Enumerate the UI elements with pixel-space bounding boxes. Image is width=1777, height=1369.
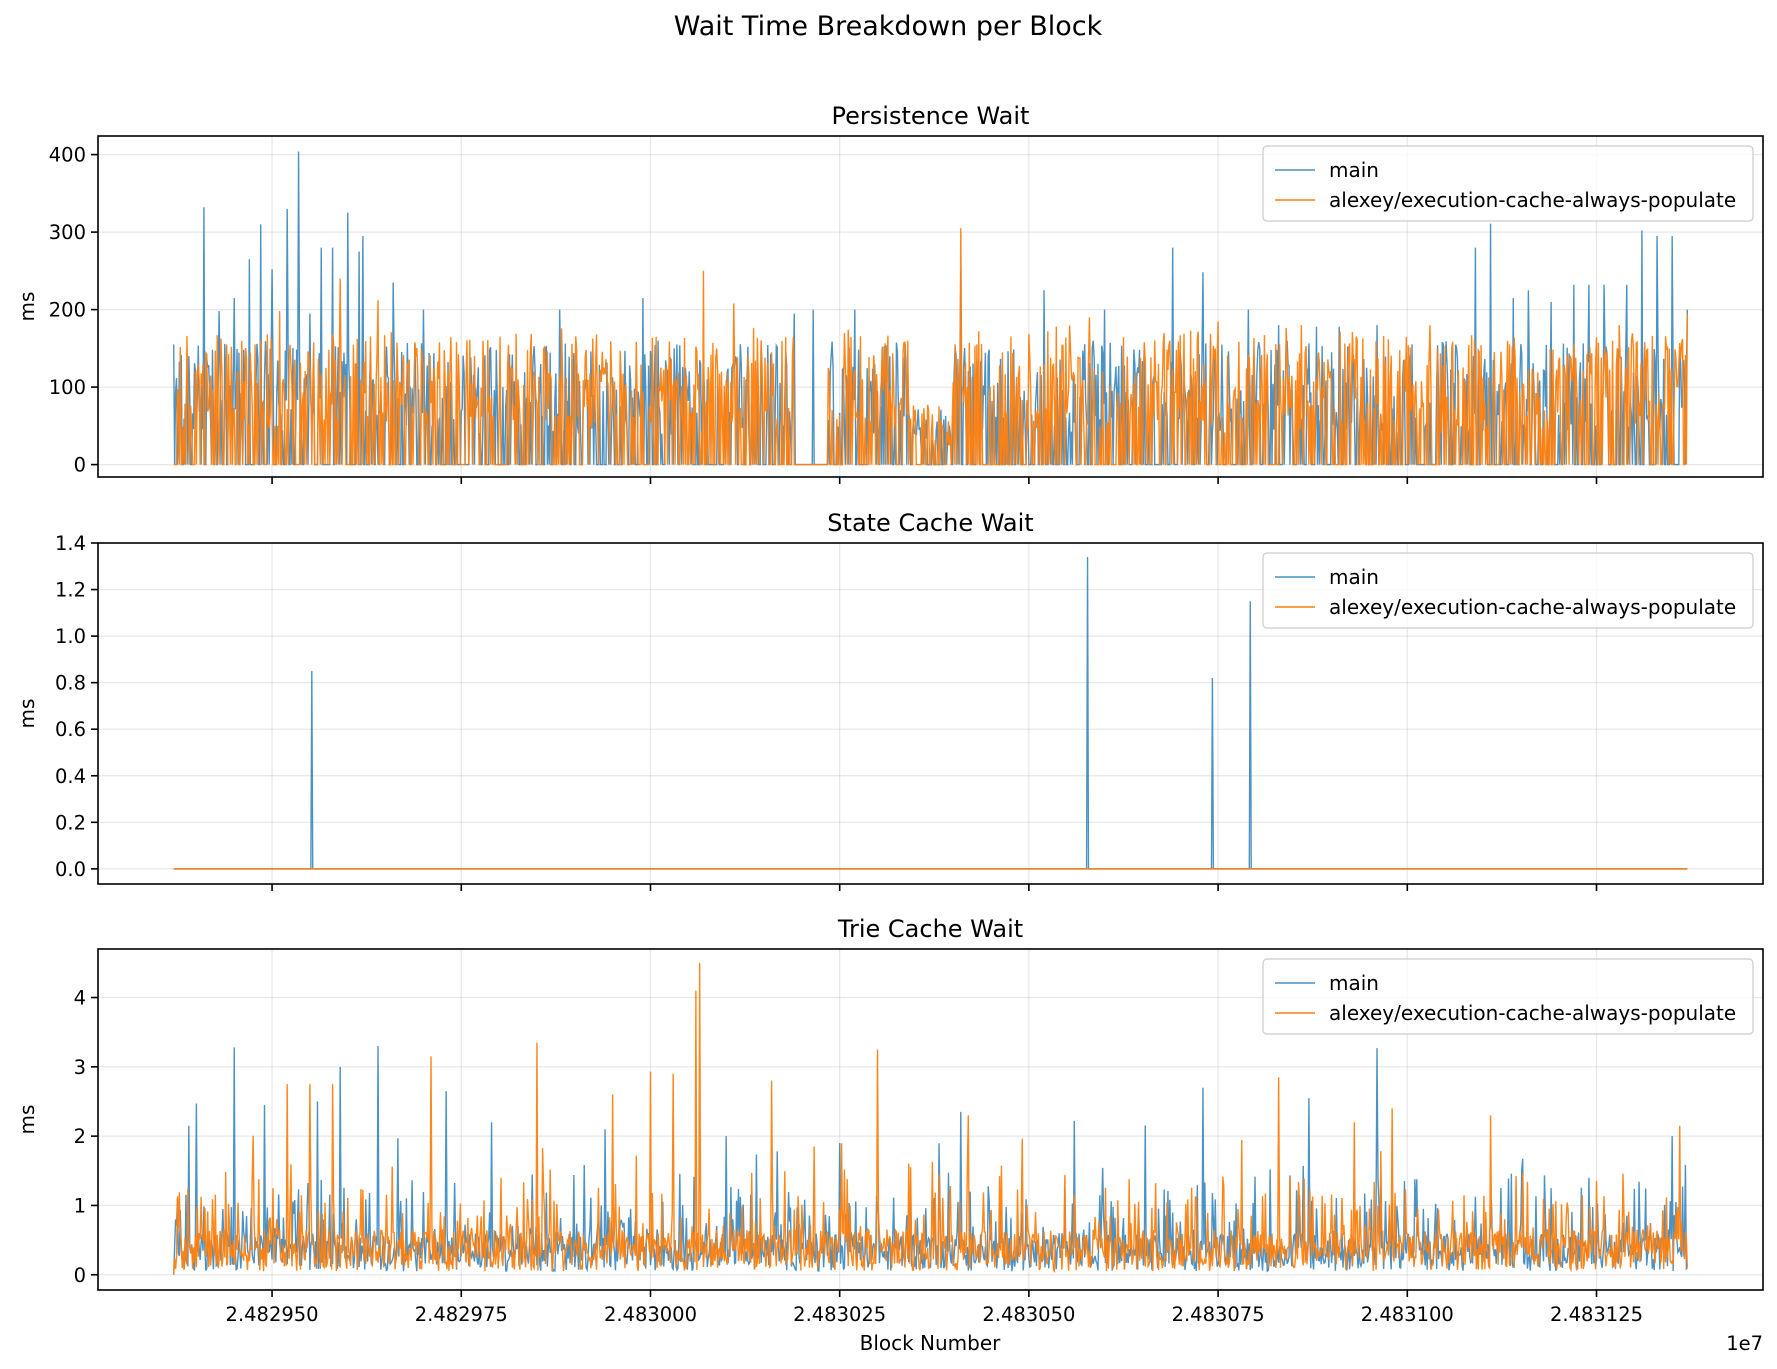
- x-tick-label: 2.483075: [1172, 1303, 1265, 1326]
- y-tick-label: 0.0: [55, 858, 86, 881]
- axes-frame: [97, 542, 1764, 885]
- x-tick-label: 2.483025: [793, 1303, 886, 1326]
- y-tick-label: 3: [74, 1056, 86, 1079]
- legend: main alexey/execution-cache-always-popula…: [1262, 552, 1754, 629]
- y-tick-label: 400: [49, 144, 86, 167]
- legend-box: [1262, 958, 1754, 1035]
- series-line-main: [172, 1046, 1688, 1275]
- x-tick-label: 2.483050: [982, 1303, 1075, 1326]
- legend-label-main: main: [1329, 565, 1379, 589]
- y-tick-label: 0: [74, 1264, 86, 1287]
- y-tick-label: 0.6: [55, 718, 86, 741]
- panel-title: Trie Cache Wait: [837, 915, 1023, 943]
- panel-1: Persistence Wait 0 100 200 300 400 ms main alexe…: [15, 102, 1764, 484]
- panel-title: Persistence Wait: [832, 102, 1030, 130]
- y-tick-label: 1.0: [55, 625, 86, 648]
- panels-container: Persistence Wait 0 100 200 300 400 ms main alexe…: [15, 102, 1764, 1326]
- legend: main alexey/execution-cache-always-popula…: [1262, 958, 1754, 1035]
- series-line-alexey: [173, 228, 1689, 466]
- x-tick-label: 2.482975: [415, 1303, 508, 1326]
- legend-label-alexey: alexey/execution-cache-always-populate: [1329, 595, 1736, 619]
- figure-title: Wait Time Breakdown per Block: [674, 11, 1103, 42]
- y-tick-label: 200: [49, 299, 86, 322]
- series-line-alexey: [172, 962, 1689, 1275]
- x-tick-label: 2.482950: [226, 1303, 319, 1326]
- y-tick-label: 0: [74, 454, 86, 477]
- axes-frame: [97, 948, 1764, 1291]
- y-tick-label: 1.4: [55, 532, 86, 555]
- y-tick-label: 0.4: [55, 765, 86, 788]
- legend-label-alexey: alexey/execution-cache-always-populate: [1329, 188, 1736, 212]
- legend-label-main: main: [1329, 158, 1379, 182]
- y-tick-label: 4: [74, 987, 86, 1010]
- y-tick-label: 1.2: [55, 579, 86, 602]
- x-tick-label: 2.483000: [604, 1303, 697, 1326]
- panel-2: State Cache Wait 0.0 0.2 0.4 0.6 0.8 1.0 1.2 1.4…: [15, 509, 1764, 891]
- x-tick-label: 2.483125: [1550, 1303, 1643, 1326]
- legend-box: [1262, 145, 1754, 222]
- y-tick-label: 1: [74, 1194, 86, 1217]
- x-axis-label: Block Number: [860, 1331, 1002, 1355]
- legend: main alexey/execution-cache-always-popula…: [1262, 145, 1754, 222]
- x-axis-offset-label: 1e7: [1726, 1332, 1763, 1355]
- y-tick-label: 0.2: [55, 811, 86, 834]
- y-tick-label: 0.8: [55, 672, 86, 695]
- y-axis-label: ms: [15, 1105, 39, 1135]
- y-tick-label: 2: [74, 1125, 86, 1148]
- panel-title: State Cache Wait: [827, 509, 1033, 537]
- x-tick-label: 2.483100: [1361, 1303, 1454, 1326]
- y-axis-label: ms: [15, 292, 39, 322]
- y-tick-label: 100: [49, 376, 86, 399]
- y-tick-label: 300: [49, 221, 86, 244]
- legend-label-main: main: [1329, 971, 1379, 995]
- y-axis-label: ms: [15, 699, 39, 729]
- legend-box: [1262, 552, 1754, 629]
- legend-label-alexey: alexey/execution-cache-always-populate: [1329, 1001, 1736, 1025]
- axes-frame: [97, 135, 1764, 478]
- panel-3: Trie Cache Wait 0 1 2 3 4 2.482950 2.482975 2.48…: [15, 915, 1764, 1326]
